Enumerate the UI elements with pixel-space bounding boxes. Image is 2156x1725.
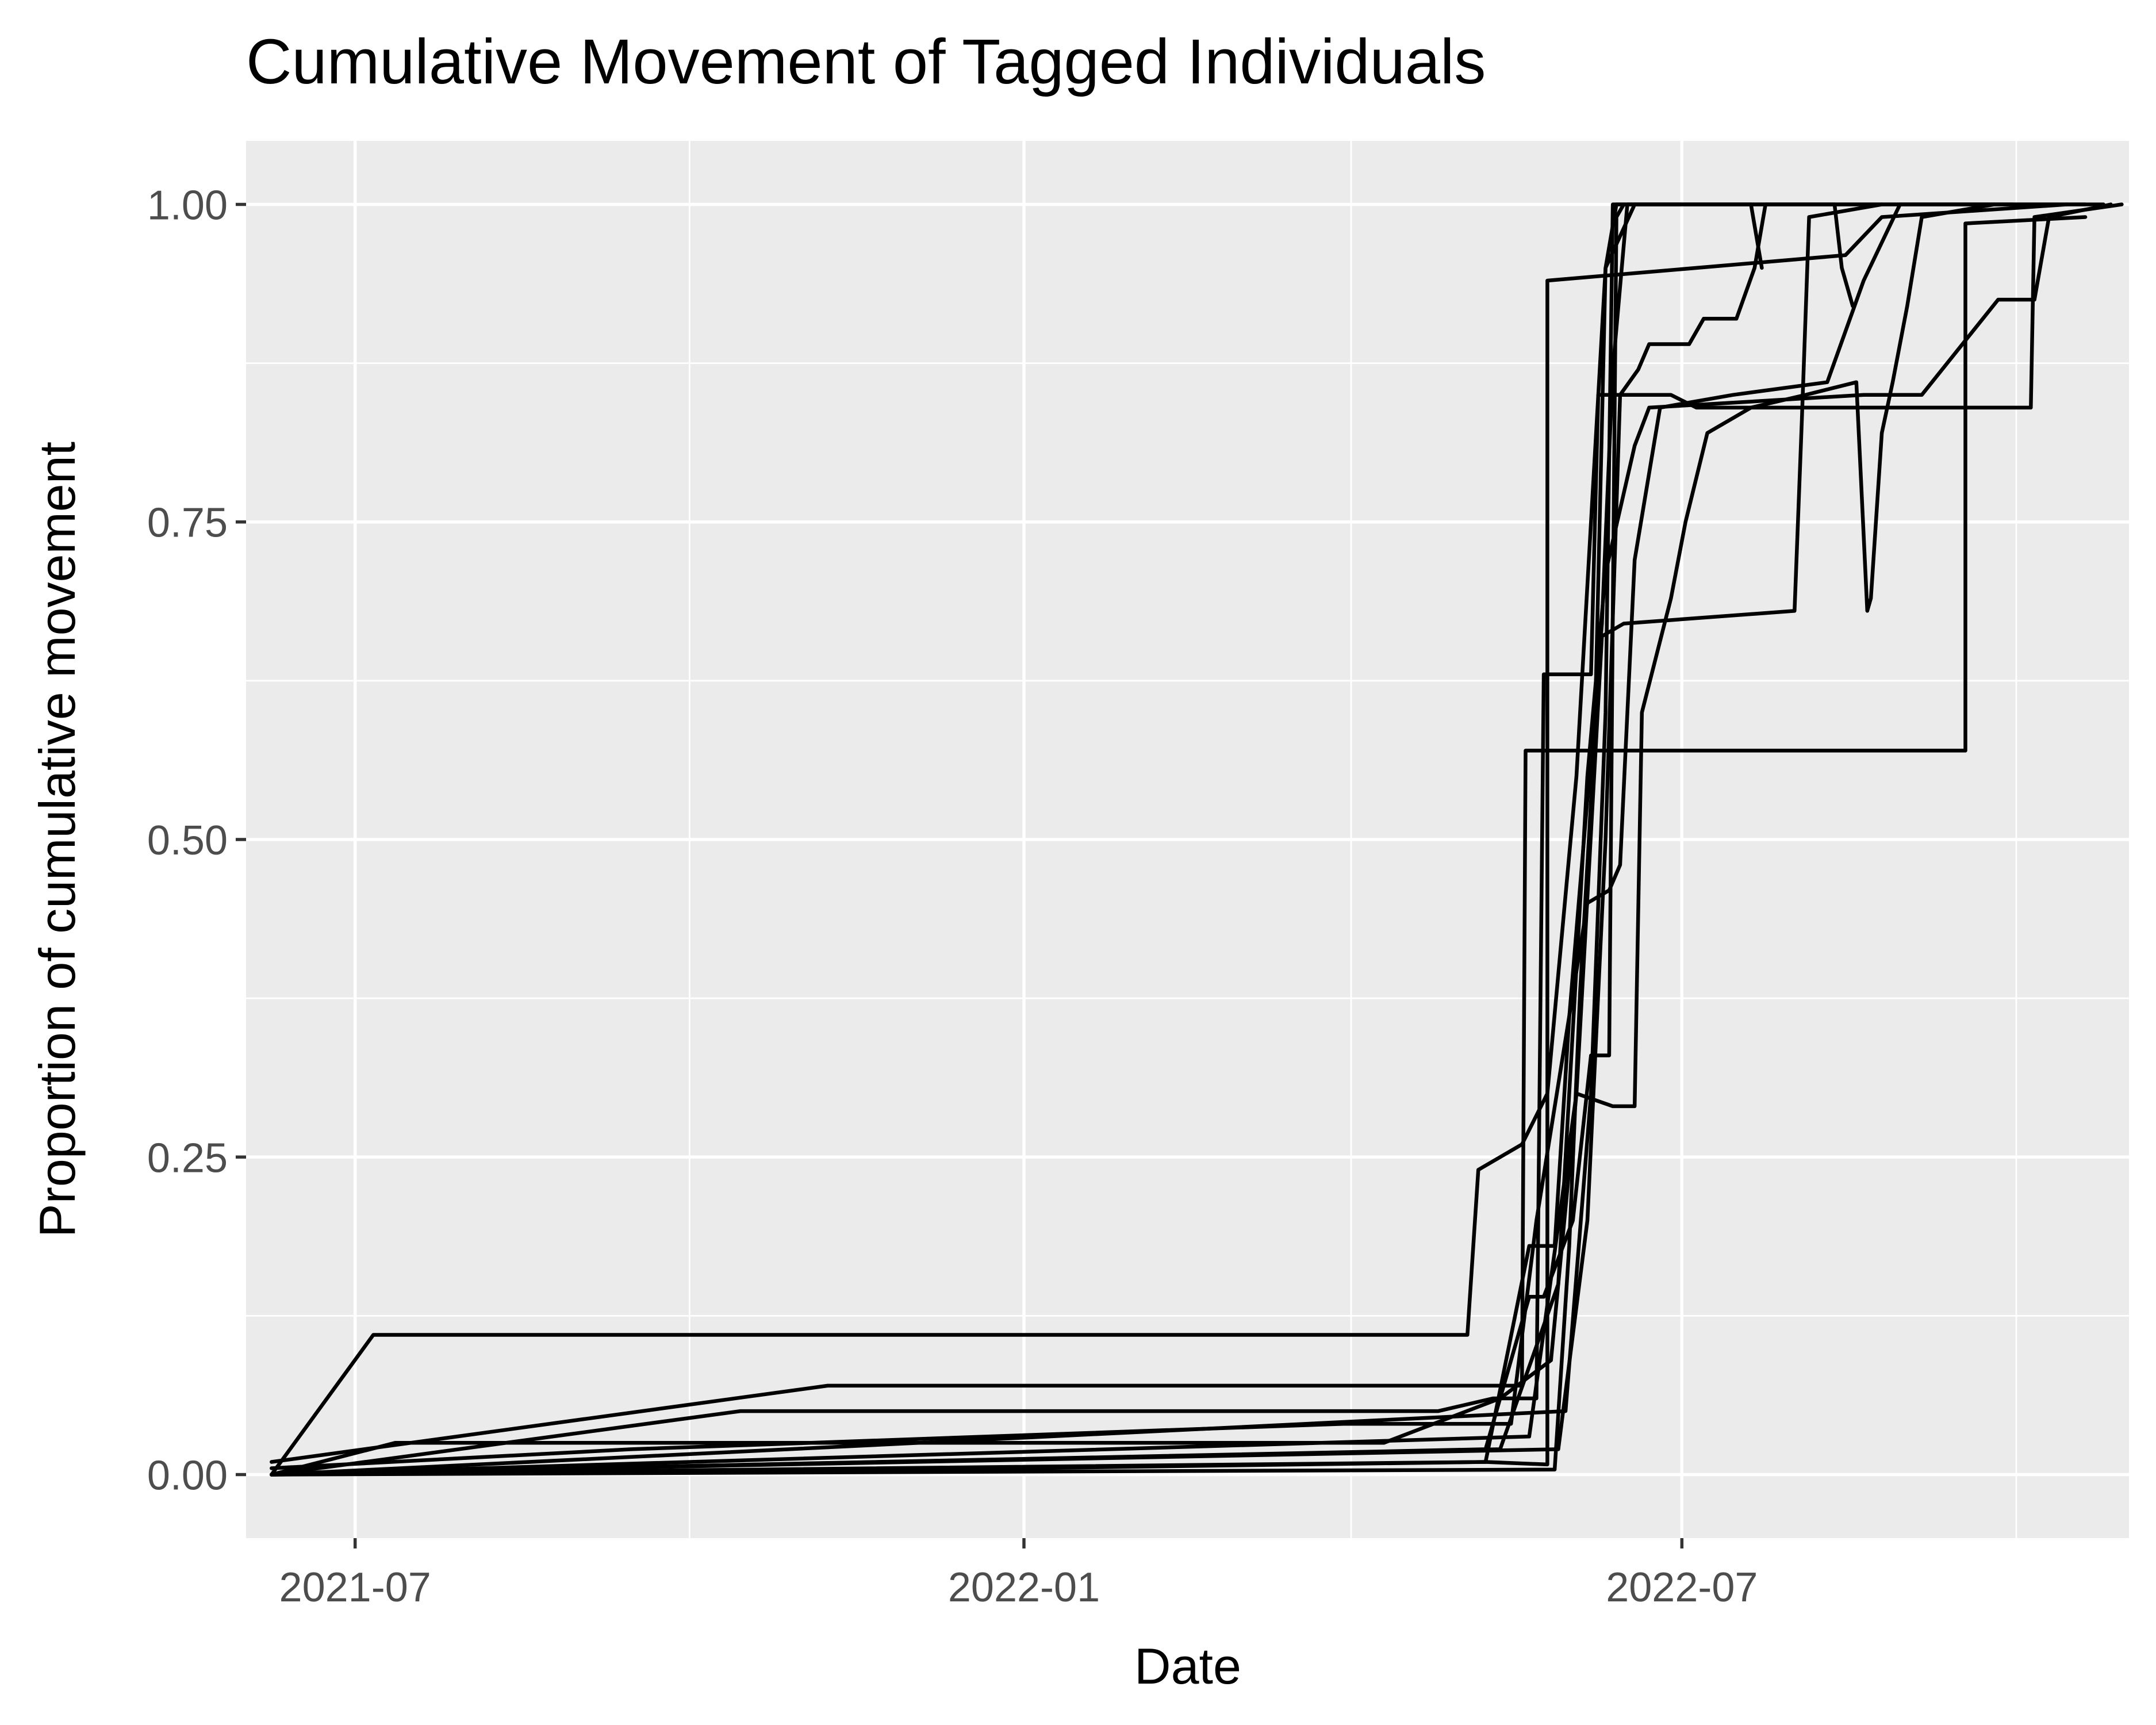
series-line-1 [270, 202, 2015, 1477]
series-line-7 [270, 202, 2113, 1477]
series-line-4 [270, 202, 2124, 1477]
series-line-3 [270, 215, 2088, 1464]
x-tick-label: 2022-07 [1606, 1565, 1758, 1611]
y-tick-label: 1.00 [147, 182, 228, 228]
y-tick-label: 0.75 [147, 500, 228, 546]
y-tick-label: 0.00 [147, 1453, 228, 1499]
x-tick-label: 2022-01 [948, 1565, 1100, 1611]
series-line-9 [270, 202, 2088, 1477]
series-line-6 [270, 202, 2105, 1470]
series-layer [270, 202, 2124, 1477]
y-tick-label: 0.50 [147, 818, 228, 864]
y-axis-title: Proportion of cumulative movement [29, 442, 86, 1237]
chart-title: Cumulative Movement of Tagged Individual… [246, 26, 1486, 97]
axis-ticks [236, 202, 1684, 1548]
series-line-11 [270, 202, 1764, 1477]
x-axis-title: Date [1134, 1638, 1241, 1695]
series-line-12 [270, 202, 1684, 1477]
series-line-13 [270, 202, 1626, 1477]
y-tick-label: 0.25 [147, 1135, 228, 1181]
tick-labels: 2021-07 2022-01 2022-07 0.00 0.25 0.50 0.75 1.0… [147, 182, 1758, 1611]
series-line-8 [270, 202, 1997, 1477]
x-tick-label: 2021-07 [279, 1565, 431, 1611]
